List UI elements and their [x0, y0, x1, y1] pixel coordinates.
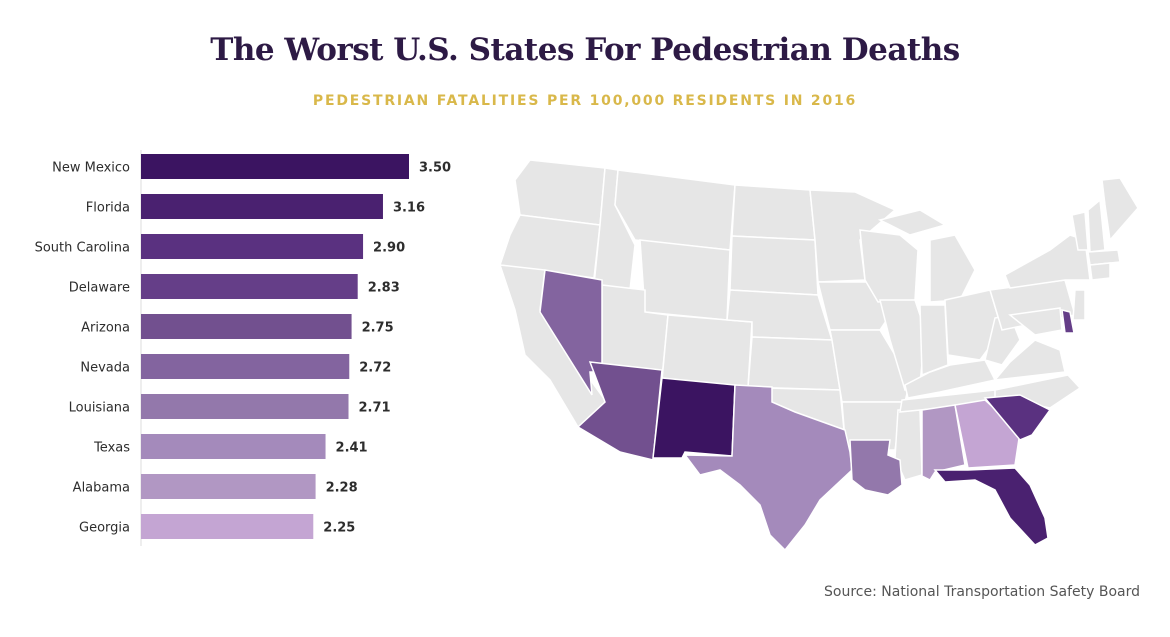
state-texas — [683, 384, 853, 552]
state-kansas — [747, 336, 841, 391]
bar — [141, 394, 349, 419]
state-vermont — [1071, 211, 1089, 251]
bar-value-label: 3.16 — [393, 201, 425, 216]
bar-chart: New Mexico 3.50 Florida 3.16 South Carolina 2… — [35, 150, 451, 546]
bar — [141, 154, 409, 179]
state-wyoming — [639, 239, 731, 321]
state-florida — [933, 467, 1049, 546]
state-south-carolina — [983, 394, 1052, 441]
bar-category-label: Louisiana — [69, 401, 130, 416]
bar-category-label: Georgia — [79, 521, 130, 536]
bar-value-label: 2.41 — [336, 441, 368, 456]
bar — [141, 234, 364, 259]
state-washington — [514, 159, 606, 226]
bar-value-label: 2.25 — [323, 521, 355, 536]
bar-category-label: New Mexico — [52, 161, 130, 176]
state-indiana — [919, 304, 949, 377]
state-arizona — [576, 361, 663, 461]
bar — [141, 194, 383, 219]
state-new-hampshire — [1087, 198, 1106, 253]
bar — [141, 354, 350, 379]
state-delaware — [1061, 309, 1075, 334]
state-nevada — [539, 269, 603, 396]
state-maryland — [1008, 307, 1063, 336]
state-south-dakota — [729, 235, 819, 296]
bar-category-label: South Carolina — [35, 241, 130, 256]
bar — [141, 274, 358, 299]
bar — [141, 514, 314, 539]
bar — [141, 474, 316, 499]
chart-subtitle: PEDESTRIAN FATALITIES PER 100,000 RESIDE… — [312, 93, 858, 109]
state-virginia — [993, 339, 1066, 381]
state-michigan-upper — [877, 209, 947, 236]
bar-value-label: 2.90 — [373, 241, 405, 256]
bar-category-label: Arizona — [81, 321, 130, 336]
state-new-mexico — [652, 377, 736, 459]
bar-category-label: Delaware — [69, 281, 130, 296]
bar-category-label: Nevada — [80, 361, 130, 376]
bar-value-label: 2.71 — [359, 401, 391, 416]
map-highlights — [539, 269, 1075, 552]
state-louisiana — [849, 439, 903, 496]
bar-category-label: Florida — [86, 201, 130, 216]
source-note: Source: National Transportation Safety B… — [824, 584, 1140, 600]
bar-category-label: Texas — [93, 441, 130, 456]
us-map — [498, 159, 1139, 552]
state-new-jersey — [1072, 289, 1086, 321]
state-montana — [614, 169, 736, 251]
state-kentucky — [904, 359, 997, 399]
bar-category-label: Alabama — [73, 481, 130, 496]
state-georgia — [954, 399, 1021, 469]
map-base — [498, 159, 1139, 481]
state-new-york — [1004, 234, 1091, 289]
bar-value-label: 2.83 — [368, 281, 400, 296]
state-colorado — [661, 314, 753, 388]
state-michigan — [929, 234, 976, 303]
state-massachusetts — [1087, 249, 1121, 266]
state-maine — [1101, 177, 1139, 242]
bar-value-label: 2.75 — [362, 321, 394, 336]
bar — [141, 314, 352, 339]
bar-value-label: 2.72 — [359, 361, 391, 376]
bar — [141, 434, 326, 459]
bar-value-label: 3.50 — [419, 161, 451, 176]
chart-title: The Worst U.S. States For Pedestrian Dea… — [210, 32, 960, 68]
state-connecticut — [1089, 262, 1111, 281]
state-north-dakota — [731, 184, 816, 241]
bar-value-label: 2.28 — [326, 481, 358, 496]
